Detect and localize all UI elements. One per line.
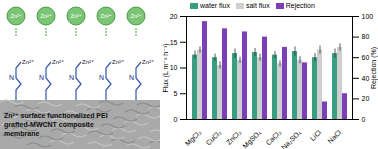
svg-text:Flux (L m⁻² h⁻¹): Flux (L m⁻² h⁻¹) [162,43,170,92]
svg-text:Zn²⁺: Zn²⁺ [40,13,51,19]
svg-text:Zn²⁺: Zn²⁺ [112,59,124,65]
svg-text:ZnCl₂: ZnCl₂ [225,128,243,146]
svg-text:Zn²⁺ surface functionalized PE: Zn²⁺ surface functionalized PEI [4,112,108,119]
svg-text:Zn²⁺: Zn²⁺ [52,59,64,65]
svg-text:0: 0 [362,116,366,123]
svg-text:Zn²⁺: Zn²⁺ [82,59,94,65]
svg-text:N: N [129,74,134,81]
svg-text:15: 15 [170,38,178,45]
svg-text:20: 20 [170,13,178,20]
svg-text:MgSO₄: MgSO₄ [241,129,263,149]
svg-text:Zn²⁺: Zn²⁺ [142,59,154,65]
html-text:Rejection: Rejection [285,2,315,9]
svg-text:60: 60 [362,54,370,61]
html-text:water flux: water flux [200,2,230,9]
svg-text:CaCl₂: CaCl₂ [264,128,282,146]
svg-text:N: N [39,74,44,81]
svg-text:NaCl: NaCl [326,128,342,144]
html-text:salt flux: salt flux [246,2,270,9]
svg-text:Zn²⁺: Zn²⁺ [130,13,141,19]
svg-text:N: N [9,74,14,81]
svg-text:0: 0 [174,116,178,123]
svg-text:MgCl₂: MgCl₂ [184,128,203,147]
svg-text:N: N [99,74,104,81]
svg-text:20: 20 [362,95,370,102]
svg-text:100: 100 [362,13,374,20]
svg-text:Zn²⁺: Zn²⁺ [22,59,34,65]
svg-text:10: 10 [170,64,178,71]
svg-text:Zn²⁺: Zn²⁺ [100,13,111,19]
svg-text:40: 40 [362,75,370,82]
svg-text:membrane: membrane [4,130,40,137]
svg-text:Zn²⁺: Zn²⁺ [70,13,81,19]
svg-text:5: 5 [174,90,178,97]
svg-text:grafted-MWCNT composite: grafted-MWCNT composite [4,121,94,129]
svg-text:80: 80 [362,33,370,40]
svg-text:CuCl₂: CuCl₂ [204,128,222,146]
svg-text:LiCl: LiCl [309,128,323,142]
svg-text:Na₂SO₄: Na₂SO₄ [280,129,302,149]
svg-text:N: N [69,74,74,81]
svg-text:Rejection (%): Rejection (%) [370,47,378,89]
svg-text:Zn²⁺: Zn²⁺ [10,13,21,19]
